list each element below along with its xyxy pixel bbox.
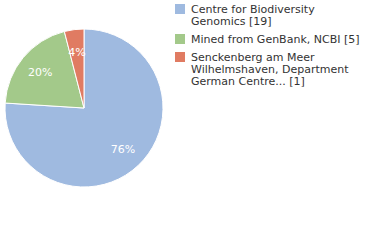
data-label: 4% [68,46,85,59]
pie-slice [5,29,163,187]
chart-root: 76% 20% 4% Centre for BiodiversityGenomics … [0,0,380,240]
data-label: 76% [111,143,135,156]
legend-swatch [175,4,185,14]
legend-label: Centre for BiodiversityGenomics [19] [191,3,315,28]
legend-swatch [175,34,185,44]
legend-label: Senckenberg am MeerWilhelmshaven, Depart… [191,51,349,88]
legend: Centre for BiodiversityGenomics [19] Mine… [175,3,360,88]
legend-swatch [175,52,185,62]
pie [5,29,163,187]
pie-slice [64,29,84,108]
data-label: 20% [28,66,52,79]
chart-svg: 76% 20% 4% Centre for BiodiversityGenomics … [0,0,380,240]
legend-label: Mined from GenBank, NCBI [5] [191,33,360,46]
